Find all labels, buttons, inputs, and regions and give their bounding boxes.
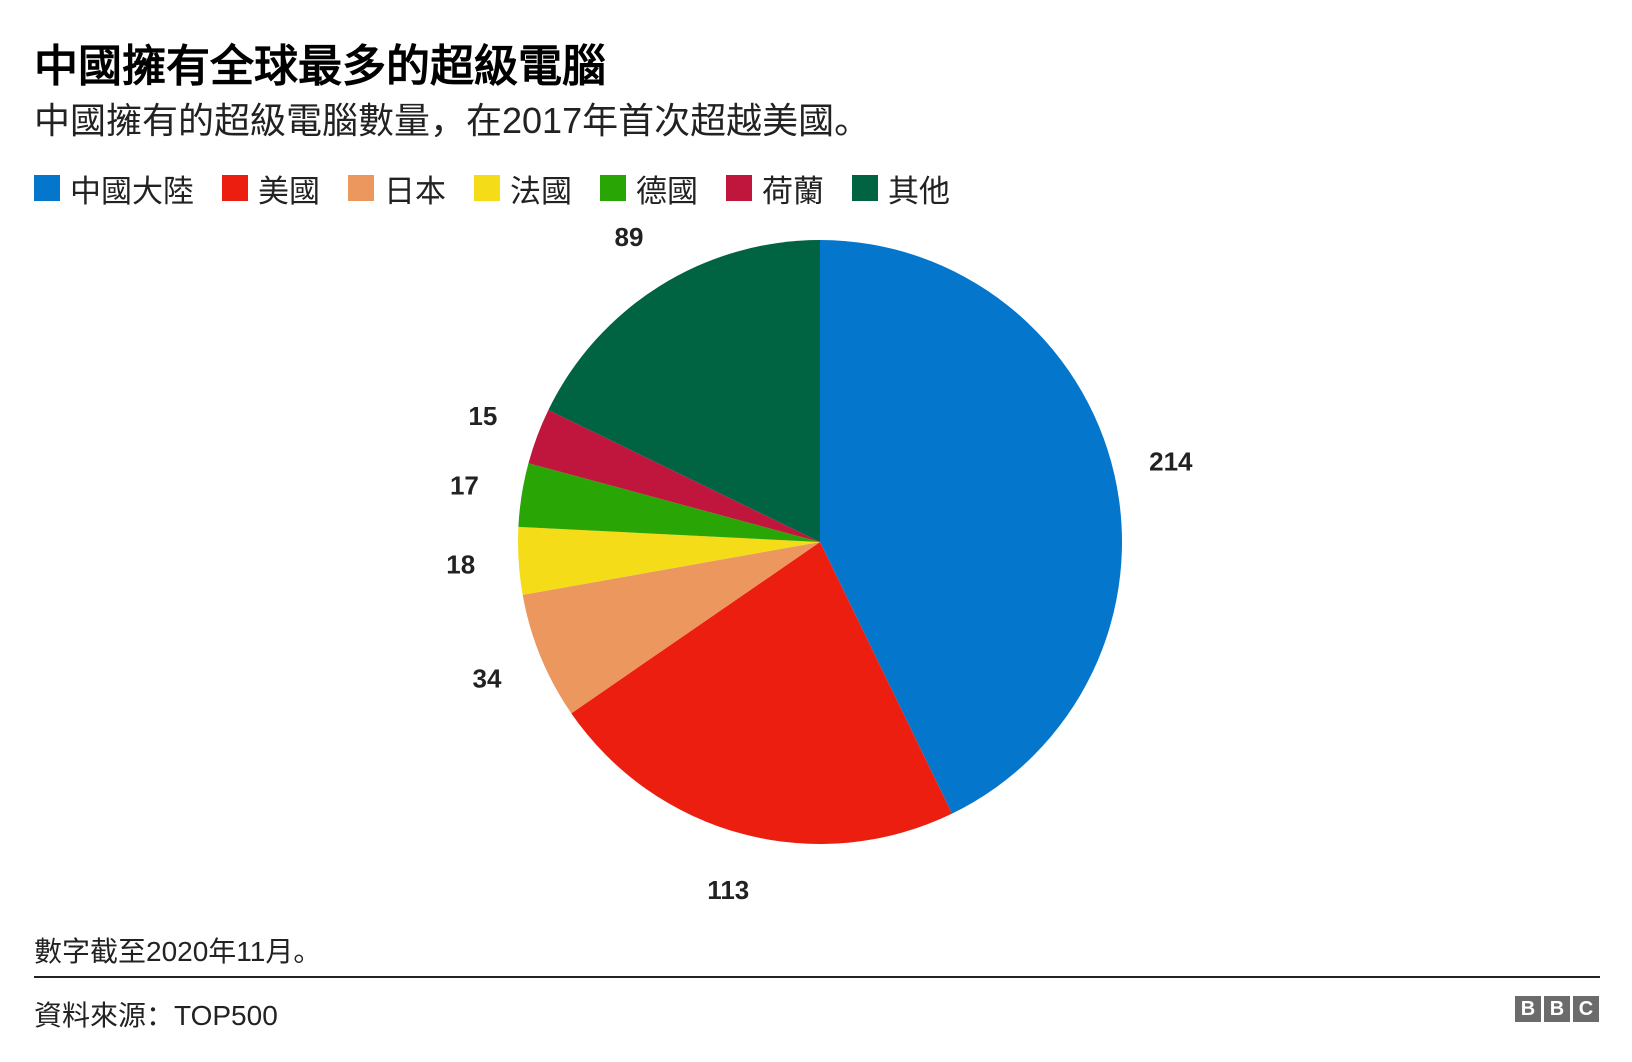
pie-slice xyxy=(518,526,820,595)
pie-slice xyxy=(820,240,1122,814)
pie-slice xyxy=(522,542,820,714)
bbc-logo-block: C xyxy=(1573,996,1599,1022)
footnote: 數字截至2020年11月。 xyxy=(34,936,322,967)
chart-subtitle: 中國擁有的超級電腦數量，在2017年首次超越美國。 xyxy=(34,100,871,141)
pie-chart: 214 113 34 18 17 15 89 xyxy=(446,222,1193,900)
bbc-logo-block: B xyxy=(1515,996,1541,1022)
data-label: 34 xyxy=(473,664,502,694)
pie-slice xyxy=(518,463,820,542)
data-label: 89 xyxy=(615,222,644,252)
legend-label: 德國 xyxy=(636,173,698,209)
legend-item: 日本 xyxy=(348,166,446,211)
data-label: 17 xyxy=(450,471,479,501)
legend-item: 中國大陸 xyxy=(34,166,194,211)
source-text: 資料來源：TOP500 xyxy=(34,1000,278,1031)
legend-swatch xyxy=(852,175,878,201)
pie-slice xyxy=(571,542,953,844)
legend-label: 法國 xyxy=(510,173,572,209)
data-label: 18 xyxy=(446,550,475,580)
legend-swatch xyxy=(474,175,500,201)
legend-item: 美國 xyxy=(222,166,320,211)
pie-slice xyxy=(548,240,820,542)
legend-label: 其他 xyxy=(888,173,950,209)
legend-swatch xyxy=(34,175,60,201)
legend-item: 德國 xyxy=(600,166,698,211)
chart-title: 中國擁有全球最多的超級電腦 xyxy=(34,42,606,91)
divider xyxy=(34,976,1600,978)
legend-item: 荷蘭 xyxy=(726,166,824,211)
legend-label: 美國 xyxy=(258,173,320,209)
pie-slice xyxy=(528,409,820,542)
legend: 中國大陸 美國 日本 法國 德國 荷蘭 其他 xyxy=(34,170,978,209)
legend-item: 法國 xyxy=(474,166,572,211)
legend-label: 中國大陸 xyxy=(70,173,194,209)
legend-item: 其他 xyxy=(852,166,950,211)
legend-swatch xyxy=(348,175,374,201)
legend-swatch xyxy=(726,175,752,201)
legend-swatch xyxy=(600,175,626,201)
legend-swatch xyxy=(222,175,248,201)
legend-label: 荷蘭 xyxy=(762,173,824,209)
bbc-logo-block: B xyxy=(1544,996,1570,1022)
data-label: 214 xyxy=(1149,446,1193,476)
legend-label: 日本 xyxy=(384,173,446,209)
data-label: 15 xyxy=(468,401,497,431)
data-label: 113 xyxy=(707,875,749,900)
